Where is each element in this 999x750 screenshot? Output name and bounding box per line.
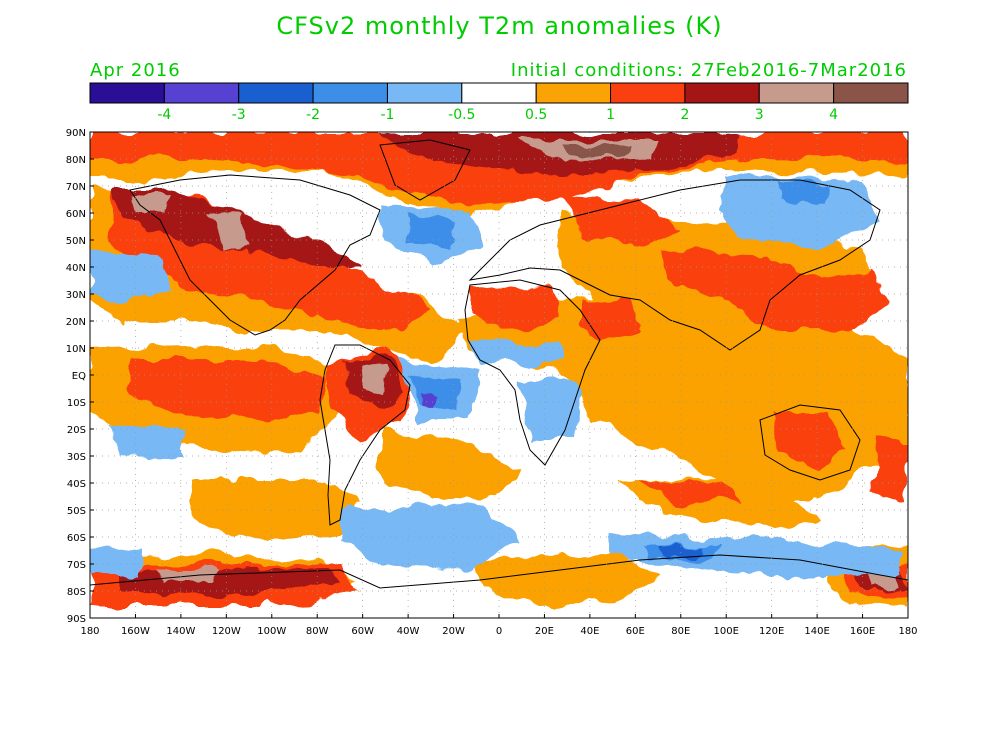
anomaly-region-orange: [190, 480, 360, 540]
colorbar-label: -4: [157, 107, 171, 123]
anomaly-region-lightblue: [340, 505, 520, 570]
longitude-tick-label: 120E: [759, 626, 784, 637]
anomaly-region-darkbrown: [560, 145, 630, 158]
coastline-australia: [759, 404, 861, 481]
coastline-greenland: [379, 139, 471, 201]
longitude-axis: 180 160W 140W 120W 100W 80W 60W 40W 20W 0 20E 40E 60…: [80, 614, 918, 637]
anomaly-region-red: [470, 285, 560, 330]
longitude-tick-label: 60W: [351, 626, 374, 637]
anomaly-region-orange: [380, 430, 520, 500]
longitude-tick-label: 120W: [212, 626, 241, 637]
longitude-tick-label: 80W: [306, 626, 329, 637]
longitude-tick-label: 180: [898, 626, 917, 637]
colorbar-label: 1: [606, 107, 615, 123]
latitude-tick-label: 50S: [67, 506, 86, 517]
anomaly-region-red: [560, 195, 680, 245]
latitude-tick-label: 90S: [67, 614, 86, 625]
anomaly-region-red: [640, 480, 740, 505]
anomaly-region-lightblue: [520, 380, 580, 440]
latitude-tick-label: 70N: [66, 182, 86, 193]
longitude-tick-label: 0: [496, 626, 502, 637]
anomaly-region-lightblue: [110, 425, 185, 460]
latitude-axis: 90N 80N 70N 60N 50N 40N 30N 20N 10N EQ 10S 20S 30S 40…: [66, 128, 94, 625]
latitude-tick-label: EQ: [72, 371, 86, 382]
anomaly-region-lightblue: [90, 250, 170, 305]
longitude-tick-label: 160E: [850, 626, 875, 637]
latitude-tick-label: 70S: [67, 560, 86, 571]
initial-conditions: Initial conditions: 27Feb2016-7Mar2016: [510, 60, 907, 81]
longitude-tick-label: 180: [80, 626, 99, 637]
coastline-south-america: [319, 344, 411, 526]
coastline-europe-asia: [468, 179, 881, 351]
anomaly-region-red: [660, 250, 890, 330]
latitude-tick-label: 80N: [66, 155, 86, 166]
anomaly-region-lightblue: [470, 340, 560, 365]
longitude-tick-label: 60E: [626, 626, 645, 637]
latitude-tick-label: 30N: [66, 290, 86, 301]
longitude-tick-label: 80E: [671, 626, 690, 637]
colorbar-label: 3: [755, 107, 764, 123]
anomaly-region-blue: [405, 215, 455, 245]
anomaly-region-blue: [410, 375, 460, 410]
anomaly-region-red: [580, 295, 640, 340]
anomaly-region-red: [770, 410, 850, 470]
latitude-tick-label: 60S: [67, 533, 86, 544]
colorbar-label: -1: [380, 107, 394, 123]
longitude-tick-label: 20W: [442, 626, 465, 637]
latitude-tick-label: 50N: [66, 236, 86, 247]
anomaly-region-lightblue: [720, 175, 880, 250]
colorbar-label: 2: [680, 107, 689, 123]
coastline-antarctica: [90, 554, 908, 589]
coastline-africa: [464, 279, 601, 466]
anomaly-field: [90, 132, 908, 618]
longitude-tick-label: 40E: [580, 626, 599, 637]
latitude-tick-label: 20N: [66, 317, 86, 328]
longitude-tick-label: 40W: [397, 626, 420, 637]
anomaly-region-brown: [130, 195, 170, 215]
anomaly-region-purple: [422, 395, 440, 408]
latitude-tick-label: 40N: [66, 263, 86, 274]
anomaly-region-red: [870, 440, 908, 500]
latitude-tick-label: 20S: [67, 425, 86, 436]
latitude-tick-label: 80S: [67, 587, 86, 598]
coastline-north-america: [129, 174, 381, 336]
anomaly-region-brown: [360, 365, 388, 392]
latitude-tick-label: 60N: [66, 209, 86, 220]
longitude-tick-label: 20E: [535, 626, 554, 637]
anomaly-region-lightblue: [90, 548, 140, 575]
longitude-tick-label: 160W: [121, 626, 150, 637]
longitude-tick-label: 140W: [166, 626, 195, 637]
chart-title: CFSv2 monthly T2m anomalies (K): [276, 12, 723, 40]
colorbar-label: -2: [306, 107, 320, 123]
latitude-tick-label: 90N: [66, 128, 86, 139]
longitude-tick-label: 100E: [714, 626, 739, 637]
colorbar: -4 -3 -2 -1 -0.5 0.5 1 2 3 4: [89, 82, 909, 123]
forecast-month: Apr 2016: [90, 60, 181, 81]
latitude-tick-label: 10S: [67, 398, 86, 409]
anomaly-region-darkblue: [660, 546, 700, 556]
colorbar-label: -3: [232, 107, 246, 123]
colorbar-label: 0.5: [525, 107, 547, 123]
latitude-tick-label: 40S: [67, 479, 86, 490]
colorbar-label: 4: [829, 107, 838, 123]
latitude-tick-label: 10N: [66, 344, 86, 355]
coastlines: [90, 139, 908, 589]
latitude-tick-label: 30S: [67, 452, 86, 463]
longitude-tick-label: 100W: [257, 626, 286, 637]
colorbar-swatch: [833, 82, 909, 104]
grid-lines: [90, 132, 908, 618]
anomaly-region-orange: [470, 555, 660, 605]
longitude-tick-label: 140E: [804, 626, 829, 637]
colorbar-label: -0.5: [448, 107, 475, 123]
anomaly-region-brown: [205, 210, 250, 250]
